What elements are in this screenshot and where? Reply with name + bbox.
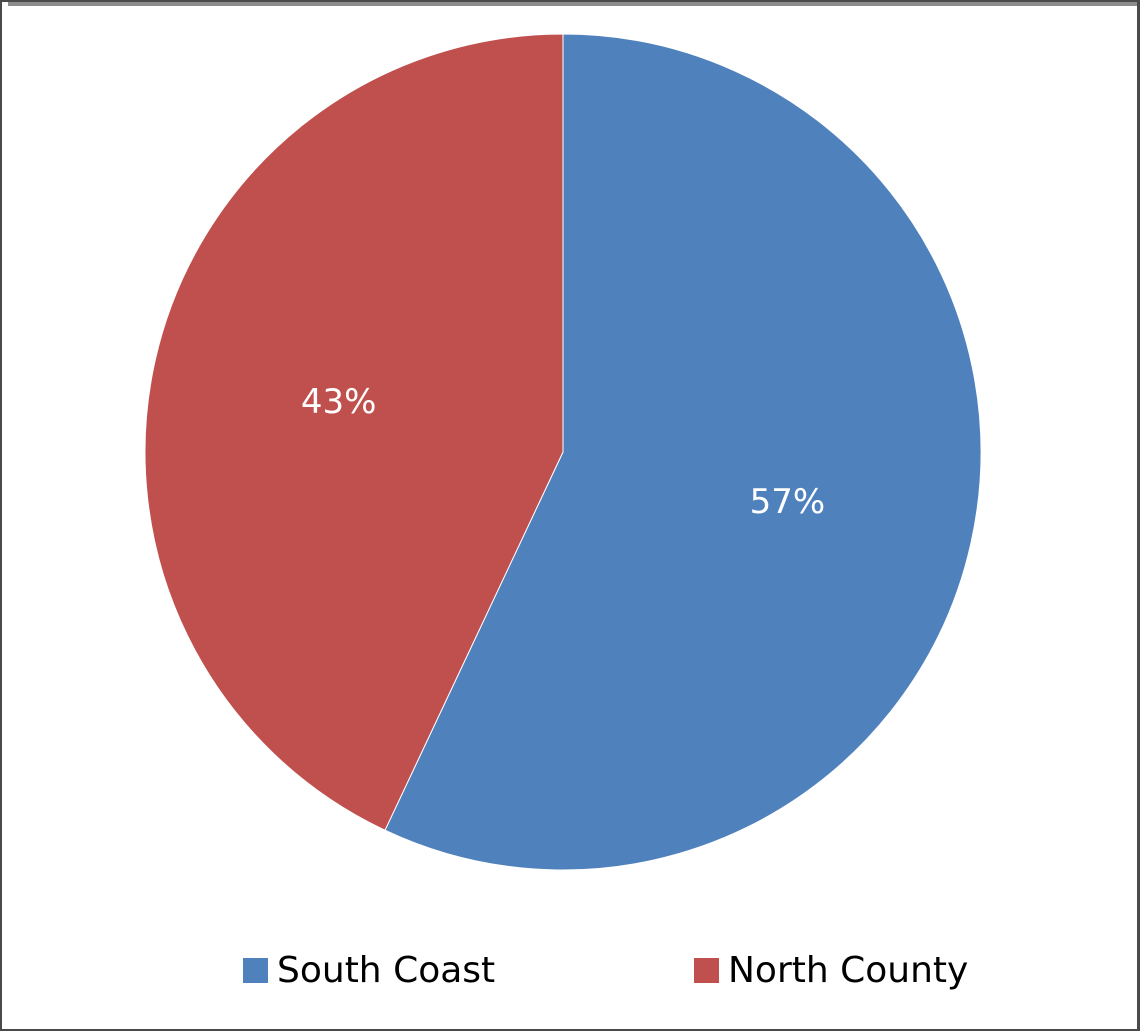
- data-label-south-coast: 57%: [750, 482, 826, 522]
- pie-data-labels: 57% 43%: [301, 382, 825, 522]
- pie-slices: [144, 33, 982, 871]
- pie-slice-north-county[interactable]: [144, 33, 564, 831]
- legend-swatch-north-county: [694, 957, 719, 983]
- legend: South Coast North County: [2, 940, 1140, 1000]
- legend-swatch-south-coast: [243, 957, 268, 983]
- data-label-north-county: 43%: [301, 382, 377, 422]
- legend-label-south-coast: South Coast: [277, 949, 496, 991]
- legend-item-north-county[interactable]: North County: [694, 940, 968, 1000]
- legend-label-north-county: North County: [728, 949, 969, 991]
- pie-slice-south-coast[interactable]: [384, 33, 982, 871]
- legend-item-south-coast[interactable]: South Coast: [243, 940, 495, 1000]
